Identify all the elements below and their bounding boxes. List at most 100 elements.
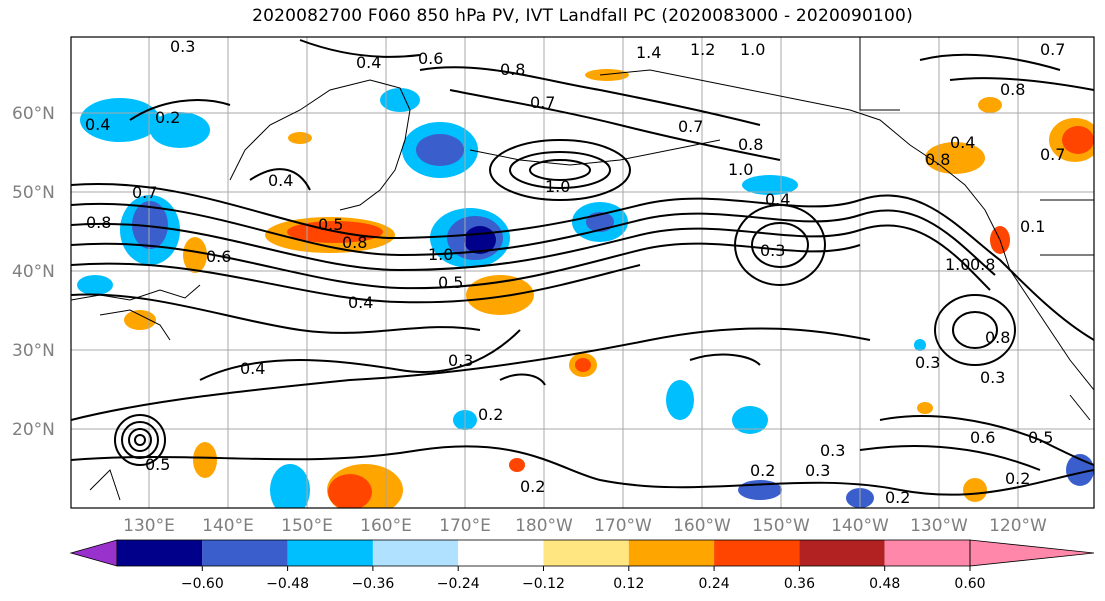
colorbar-segment (543, 540, 629, 566)
contour-label: 0.2 (155, 108, 180, 127)
contour-label: 0.4 (240, 359, 265, 378)
contour-label: 0.5 (438, 273, 463, 292)
contour-label: 0.2 (885, 488, 910, 507)
contour-label: 0.8 (970, 255, 995, 274)
contour-label: 0.3 (448, 351, 473, 370)
contour-label: 0.4 (268, 171, 293, 190)
colorbar-extend-max (969, 539, 1095, 567)
lon-label: 150°W (752, 516, 810, 536)
contour-label: 0.5 (1028, 428, 1053, 447)
lon-label: 130°W (910, 516, 968, 536)
lon-label: 160°E (360, 516, 412, 536)
colorbar-tick-label: −0.24 (437, 576, 480, 592)
contour-label: 0.4 (348, 293, 373, 312)
contour-label: 1.0 (428, 245, 453, 264)
contour-label: 0.2 (750, 461, 775, 480)
contour-label: 0.7 (1040, 145, 1065, 164)
lat-label-20n: 20°N (12, 420, 55, 440)
contour-label: 0.3 (760, 241, 785, 260)
lon-label: 150°E (281, 516, 333, 536)
colorbar-tick-label: 0.24 (699, 576, 730, 592)
lat-label-50n: 50°N (12, 183, 55, 203)
colorbar-segment (458, 540, 544, 566)
coastlines (71, 37, 1094, 501)
colorbar-tick-label: 0.60 (954, 576, 985, 592)
page-title: 2020082700 F060 850 hPa PV, IVT Landfall… (252, 6, 913, 26)
contour-label: 0.6 (970, 428, 995, 447)
lon-label: 160°W (673, 516, 731, 536)
contour-label: 1.0 (728, 160, 753, 179)
contour-label: 0.4 (950, 133, 975, 152)
contour-label: 0.4 (765, 190, 790, 209)
contour-label: 1.4 (636, 43, 661, 62)
contour-label: 0.7 (1040, 40, 1065, 59)
colorbar-tick-label: −0.36 (351, 576, 394, 592)
contour-label: 0.2 (478, 405, 503, 424)
contour-label: 0.7 (678, 117, 703, 136)
contour-label: 0.4 (85, 115, 110, 134)
colorbar-segment (714, 540, 800, 566)
colorbar-tick-label: −0.60 (181, 576, 224, 592)
contour-label: 0.7 (530, 93, 555, 112)
colorbar: −0.60 −0.48 −0.36 −0.24 −0.12 0.12 0.24 … (69, 539, 1095, 592)
contour-label: 0.2 (1005, 469, 1030, 488)
contour-label: 0.5 (145, 455, 170, 474)
colorbar-ticks (201, 566, 971, 571)
colorbar-extend-min (69, 539, 118, 567)
lon-label: 140°E (202, 516, 254, 536)
contour-label: 1.2 (690, 40, 715, 59)
contour-label: 0.3 (915, 353, 940, 372)
pv-contours (71, 39, 1094, 496)
colorbar-segment (372, 540, 459, 566)
colorbar-segment (628, 540, 715, 566)
contour-label: 1.0 (740, 40, 765, 59)
lon-label: 170°E (439, 516, 491, 536)
contour-label: 0.7 (132, 183, 157, 202)
contour-label: 0.1 (1020, 217, 1045, 236)
contour-label: 0.8 (500, 60, 525, 79)
lat-label-30n: 30°N (12, 341, 55, 361)
lon-label: 180°W (515, 516, 573, 536)
contour-label: 1.0 (545, 177, 570, 196)
contour-label: 0.4 (356, 53, 381, 72)
lon-label: 120°W (989, 516, 1047, 536)
colorbar-segment (117, 540, 203, 566)
map-frame (70, 36, 1095, 509)
contour-label: 0.3 (820, 441, 845, 460)
colorbar-tick-label: 0.48 (869, 576, 900, 592)
contour-labels: 0.3 0.4 0.6 0.8 0.7 1.4 1.2 1.0 0.7 0.8 … (85, 37, 1065, 507)
contour-label: 0.6 (418, 49, 443, 68)
lon-label: 130°E (123, 516, 175, 536)
colorbar-tick-label: −0.12 (522, 576, 565, 592)
colorbar-segment (884, 540, 970, 566)
longitude-labels: 130°E 140°E 150°E 160°E 170°E 180°W 170°… (123, 516, 1047, 536)
contour-label: 0.8 (738, 135, 763, 154)
map-background (71, 37, 1094, 508)
contour-label: 0.3 (980, 368, 1005, 387)
colorbar-segment (799, 540, 885, 566)
lat-label-60n: 60°N (12, 104, 55, 124)
lat-label-40n: 40°N (12, 262, 55, 282)
contour-label: 0.8 (985, 328, 1010, 347)
contour-label: 0.8 (925, 150, 950, 169)
lon-label: 140°W (831, 516, 889, 536)
contour-label: 0.5 (318, 215, 343, 234)
contour-label: 0.8 (1000, 80, 1025, 99)
colorbar-tick-label: −0.48 (266, 576, 309, 592)
contour-label: 0.6 (206, 247, 231, 266)
contour-label: 1.0 (945, 255, 970, 274)
contour-label: 0.3 (170, 37, 195, 56)
contour-label: 0.2 (520, 477, 545, 496)
lon-label: 170°W (594, 516, 652, 536)
colorbar-segment (287, 540, 373, 566)
latitude-labels: 60°N 50°N 40°N 30°N 20°N (12, 104, 55, 440)
contour-label: 0.3 (805, 461, 830, 480)
contour-label: 0.8 (86, 213, 111, 232)
contour-label: 0.8 (342, 233, 367, 252)
map-content: 0.3 0.4 0.6 0.8 0.7 1.4 1.2 1.0 0.7 0.8 … (71, 37, 1094, 508)
colorbar-tick-label: 0.12 (613, 576, 644, 592)
colorbar-tick-label: 0.36 (784, 576, 815, 592)
colorbar-segment (202, 540, 288, 566)
graticule (71, 37, 1094, 508)
